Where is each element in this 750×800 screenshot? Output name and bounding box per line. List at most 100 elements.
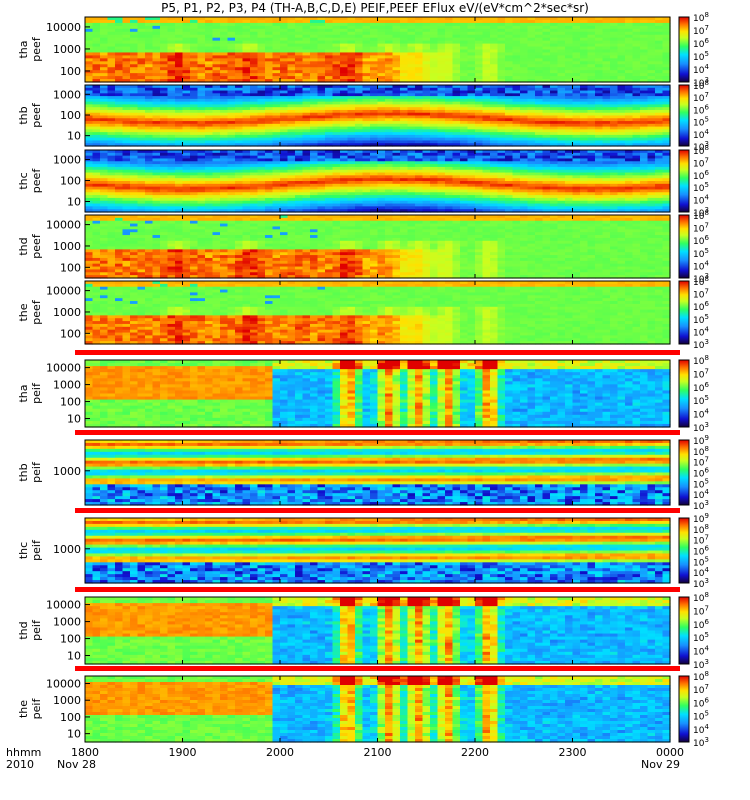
- colorbar-tick-label: 106: [693, 103, 709, 116]
- colorbar-tick-label: 106: [693, 169, 709, 182]
- x-tick-label: 2300: [559, 746, 587, 759]
- colorbar-tick-label: 103: [693, 499, 709, 512]
- y-tick-label: 100: [60, 396, 81, 409]
- colorbar: [678, 84, 690, 147]
- spectrogram-cells: [85, 150, 671, 213]
- colorbar-tick-label: 108: [693, 209, 709, 222]
- y-axis-label-product: peif: [30, 461, 43, 483]
- y-tick-label: 10: [67, 650, 81, 663]
- colorbar-tick-label: 103: [693, 658, 709, 671]
- colorbar-tick-label: 106: [693, 618, 709, 631]
- colorbar-tick-label: 108: [693, 275, 709, 288]
- y-tick-label: 100: [60, 261, 81, 274]
- colorbar-tick-label: 104: [693, 325, 709, 338]
- y-tick-label: 1000: [53, 379, 81, 392]
- y-tick-label: 10: [67, 130, 81, 143]
- y-tick-label: 1000: [53, 543, 81, 556]
- colorbar: [678, 675, 690, 743]
- date-start-label: Nov 28: [57, 758, 96, 771]
- colorbar-tick-label: 104: [693, 723, 709, 736]
- y-axis-label-probe: the: [17, 700, 30, 718]
- y-tick-label: 1000: [53, 306, 81, 319]
- y-axis-label-probe: thb: [17, 463, 30, 481]
- colorbar-tick-label: 104: [693, 566, 709, 579]
- colorbar-tick-label: 106: [693, 467, 709, 480]
- spectrogram-cells: [85, 17, 671, 83]
- fill-banner: [75, 430, 680, 435]
- colorbar-tick-label: 108: [693, 11, 709, 24]
- y-axis-label-probe: tha: [17, 40, 30, 58]
- time-axis: hhmm 2010 Nov 28 Nov 29 1800 1900 2000 2100…: [6, 746, 684, 771]
- y-axis-label-product: peef: [30, 36, 43, 62]
- x-tick-label: 2200: [461, 746, 489, 759]
- colorbar-tick-label: 108: [693, 591, 709, 604]
- colorbar-tick-label: 107: [693, 683, 709, 696]
- colorbar-tick-label: 107: [693, 288, 709, 301]
- y-tick-label: 100: [60, 65, 81, 78]
- y-tick-label: 10000: [46, 362, 81, 375]
- colorbar-tick-label: 108: [693, 354, 709, 367]
- y-axis-label-probe: thd: [17, 237, 30, 255]
- colorbar-tick-label: 105: [693, 394, 709, 407]
- y-axis-label-product: peif: [30, 698, 43, 720]
- time-row-label-top: hhmm: [6, 746, 41, 759]
- y-tick-label: 100: [60, 174, 81, 187]
- colorbar-tick-label: 106: [693, 37, 709, 50]
- y-tick-label: 1000: [53, 616, 81, 629]
- y-axis-label-probe: tha: [17, 384, 30, 402]
- colorbar-tick-label: 107: [693, 456, 709, 469]
- colorbar-tick-label: 105: [693, 710, 709, 723]
- colorbar-tick-label: 103: [693, 76, 709, 89]
- colorbar-tick-label: 104: [693, 128, 709, 141]
- colorbar-tick-label: 106: [693, 696, 709, 709]
- y-tick-label: 1000: [53, 153, 81, 166]
- time-row-label-bottom: 2010: [6, 758, 34, 771]
- colorbar-tick-label: 103: [693, 421, 709, 434]
- colorbar-tick-label: 103: [693, 272, 709, 285]
- colorbar-tick-label: 103: [693, 206, 709, 219]
- colorbar: [678, 149, 690, 213]
- colorbar-tick-label: 107: [693, 367, 709, 380]
- spectrogram-cells: [85, 360, 671, 428]
- colorbar-tick-label: 105: [693, 50, 709, 63]
- colorbar: [678, 280, 690, 345]
- colorbar: [678, 596, 690, 665]
- fill-banner: [75, 508, 680, 513]
- spectrogram-cells: [85, 85, 671, 147]
- y-tick-label: 1000: [53, 240, 81, 253]
- colorbar: [678, 517, 690, 584]
- y-tick-label: 1000: [53, 465, 81, 478]
- spectrogram-cells: [85, 597, 671, 665]
- spectrogram-cells: [85, 518, 671, 584]
- colorbar-tick-label: 104: [693, 488, 709, 501]
- spectrogram-cells: [85, 215, 671, 279]
- colorbar-tick-label: 103: [693, 338, 709, 351]
- colorbar-tick-label: 108: [693, 144, 709, 157]
- y-tick-label: 1000: [53, 694, 81, 707]
- colorbar-tick-label: 108: [693, 523, 709, 536]
- y-axis-label-probe: the: [17, 303, 30, 321]
- y-axis-label-probe: thc: [17, 542, 30, 559]
- figure-title: P5, P1, P2, P3, P4 (TH-A,B,C,D,E) PEIF,P…: [161, 1, 589, 15]
- x-tick-label: 1800: [71, 746, 99, 759]
- y-tick-label: 10: [67, 413, 81, 426]
- colorbar-tick-label: 107: [693, 534, 709, 547]
- y-tick-label: 1000: [53, 43, 81, 56]
- y-axis-label-product: peif: [30, 382, 43, 404]
- spectrogram-cells: [85, 676, 671, 743]
- y-tick-label: 1000: [53, 88, 81, 101]
- y-axis-label-product: peef: [30, 299, 43, 325]
- colorbar-tick-label: 105: [693, 181, 709, 194]
- y-tick-label: 100: [60, 711, 81, 724]
- colorbar-tick-label: 107: [693, 222, 709, 235]
- spectrogram-cells: [85, 281, 671, 345]
- colorbar-tick-label: 107: [693, 24, 709, 37]
- colorbar-tick-label: 107: [693, 604, 709, 617]
